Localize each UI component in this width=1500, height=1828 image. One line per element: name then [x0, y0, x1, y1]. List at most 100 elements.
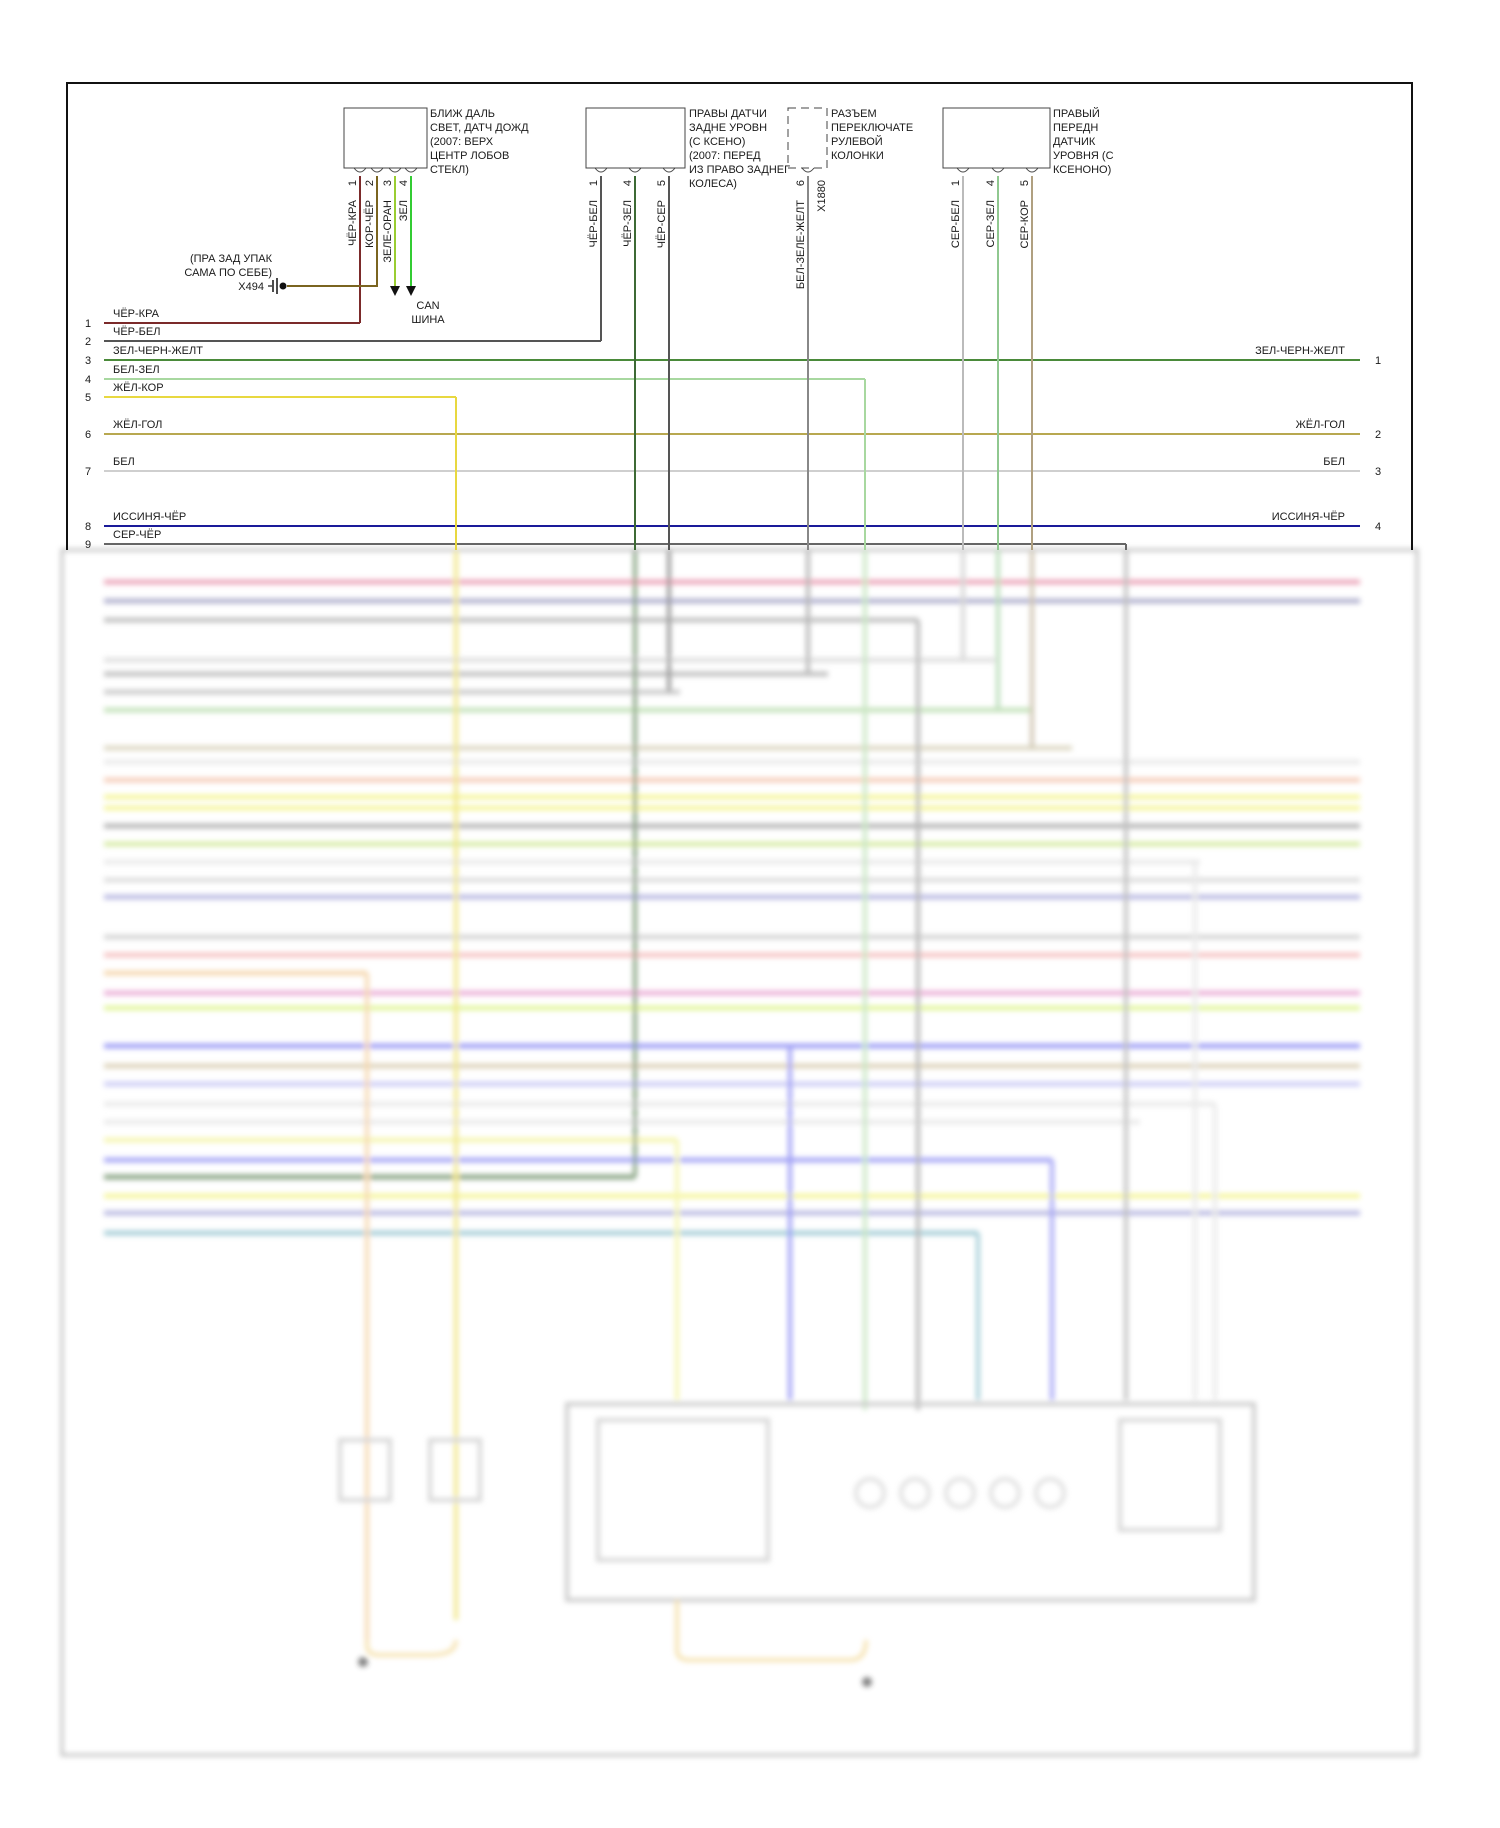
row-number: 6 — [85, 429, 91, 441]
blurred-frame — [60, 548, 1419, 1757]
connector-label-line: ПЕРЕКЛЮЧАТЕ — [831, 122, 913, 134]
pin-number: 4 — [985, 180, 997, 186]
wire — [287, 176, 378, 287]
row-number: 3 — [85, 355, 91, 367]
pin-number: 4 — [398, 180, 410, 186]
pin-wire-label: СЕР-ЗЕЛ — [985, 200, 997, 247]
pin-number: 1 — [347, 180, 359, 186]
connector-label-line: БЛИЖ ДАЛЬ — [430, 108, 495, 120]
connector-label-line: ИЗ ПРАВО ЗАДНЕГ — [689, 164, 790, 176]
right-row-wire-label: ЖЁЛ-ГОЛ — [1296, 419, 1345, 431]
pin-number: 6 — [795, 180, 807, 186]
pin-number: 1 — [588, 180, 600, 186]
labels: 1 ЧЁР-КРА 2 КОР-ЧЁР 3 ЗЕЛЕ-ОРАН 4 ЗЕЛ 1 ЧЁР-БЕЛ 4 Ч… — [85, 180, 1381, 551]
connector-label-line: РУЛЕВОЙ — [831, 135, 883, 148]
row-wire-label: ЗЕЛ-ЧЕРН-ЖЕЛТ — [113, 345, 203, 357]
can-bus-label-1: CAN — [416, 300, 439, 312]
connector-label-line: КОЛОНКИ — [831, 150, 884, 162]
connector-label-line: (С КСЕНО) — [689, 136, 745, 148]
blurred-component — [338, 1438, 392, 1502]
connector-box-right-front-level-sensor — [942, 107, 1051, 169]
ground-icon — [268, 278, 287, 294]
connector-text-steering-column-switch: РАЗЪЕМ ПЕРЕКЛЮЧАТЕ РУЛЕВОЙ КОЛОНКИ — [831, 108, 913, 162]
pin-socket-icon — [991, 167, 1005, 173]
blurred-module-box — [596, 1418, 770, 1562]
pin-number: 3 — [382, 180, 394, 186]
pin-socket-icon — [388, 167, 402, 173]
blurred-component — [854, 1477, 886, 1509]
blurred-component — [1034, 1477, 1066, 1509]
connector-label-line: (2007: ПЕРЕД — [689, 150, 761, 162]
connector-label-line: ПРАВЫЙ — [1053, 107, 1100, 120]
pin-socket-icon — [956, 167, 970, 173]
pin-wire-label: ЧЁР-СЕР — [656, 200, 668, 248]
row-wire-label: БЕЛ — [113, 456, 135, 468]
pin-wire-label: ЧЁР-КРА — [347, 199, 359, 246]
right-row-wire-label: ИССИНЯ-ЧЁР — [1272, 511, 1345, 523]
row-wire-label: БЕЛ-ЗЕЛ — [113, 364, 160, 376]
can-bus-label-2: ШИНА — [411, 314, 445, 326]
ground-label-2: САМА ПО СЕБЕ) — [184, 267, 272, 279]
pin-wire-label: ЗЕЛЕ-ОРАН — [382, 200, 394, 263]
pin-wire-label: СЕР-БЕЛ — [950, 200, 962, 248]
connector-label-line: СВЕТ, ДАТЧ ДОЖД — [430, 122, 529, 134]
blurred-ground — [358, 1657, 368, 1667]
connector-label-line: УРОВНЯ (С — [1053, 150, 1114, 162]
wires — [104, 167, 1360, 550]
row-number: 5 — [85, 392, 91, 404]
connector-box-steering-column-switch — [787, 107, 828, 169]
right-row-wire-label: БЕЛ — [1323, 456, 1345, 468]
right-row-number: 1 — [1375, 355, 1381, 367]
connector-box-rain-light-sensor — [343, 107, 428, 169]
connector-text-right-rear-level-sensor: ПРАВЫ ДАТЧИ ЗАДНЕ УРОВН (С КСЕНО) (2007:… — [689, 108, 790, 190]
connector-label-line: КСЕНОНО) — [1053, 164, 1111, 176]
connector-label-line: ЗАДНЕ УРОВН — [689, 122, 767, 134]
connector-label-line: (2007: ВЕРХ — [430, 136, 494, 148]
connector-label-line: ДАТЧИК — [1053, 136, 1096, 148]
row-number: 8 — [85, 521, 91, 533]
row-wire-label: ЧЁР-КРА — [113, 308, 160, 320]
arrow-down-icon — [390, 286, 400, 296]
connector-label-line: КОЛЕСА) — [689, 178, 737, 190]
pin-number: 4 — [622, 180, 634, 186]
pin-socket-icon — [801, 167, 815, 173]
connector-label-line: РАЗЪЕМ — [831, 108, 877, 120]
row-number: 1 — [85, 318, 91, 330]
row-wire-label: ЖЁЛ-КОР — [113, 382, 164, 394]
arrow-down-icon — [406, 286, 416, 296]
blurred-module-box — [565, 1402, 1256, 1602]
row-wire-label: ИССИНЯ-ЧЁР — [113, 511, 186, 523]
pin-wire-label: КОР-ЧЁР — [364, 200, 376, 248]
pin-wire-label: ЧЁР-ЗЕЛ — [622, 200, 634, 247]
blurred-component — [899, 1477, 931, 1509]
right-row-number: 3 — [1375, 466, 1381, 478]
pin-number: 1 — [950, 180, 962, 186]
pin-socket-icon — [353, 167, 367, 173]
connector-label-line: ПРАВЫ ДАТЧИ — [689, 108, 767, 120]
blurred-component — [944, 1477, 976, 1509]
blurred-component — [989, 1477, 1021, 1509]
pin-socket-icon — [594, 167, 608, 173]
pin-wire-label: СЕР-КОР — [1019, 200, 1031, 248]
row-number: 2 — [85, 336, 91, 348]
pin-socket-icon — [370, 167, 384, 173]
pin-number: 5 — [656, 180, 668, 186]
right-row-number: 2 — [1375, 429, 1381, 441]
diagram-frame — [66, 82, 1413, 550]
connector-label-line: ЦЕНТР ЛОБОВ — [430, 150, 509, 162]
row-wire-label: ЖЁЛ-ГОЛ — [113, 419, 162, 431]
pin-socket-icon — [628, 167, 642, 173]
connector-label-line: ПЕРЕДН — [1053, 122, 1098, 134]
blurred-wire — [675, 1600, 868, 1662]
row-wire-label: СЕР-ЧЁР — [113, 529, 161, 541]
blurred-lower-section — [60, 548, 1419, 1757]
pin-wire-label: ЧЁР-БЕЛ — [588, 200, 600, 247]
row-number: 4 — [85, 374, 91, 386]
row-wire-label: ЧЁР-БЕЛ — [113, 326, 160, 338]
blurred-component — [428, 1438, 482, 1502]
pin-socket-icon — [404, 167, 418, 173]
pin-wire-label: ЗЕЛ — [398, 200, 410, 221]
pin-socket-icon — [1025, 167, 1039, 173]
blurred-ground — [862, 1677, 872, 1687]
